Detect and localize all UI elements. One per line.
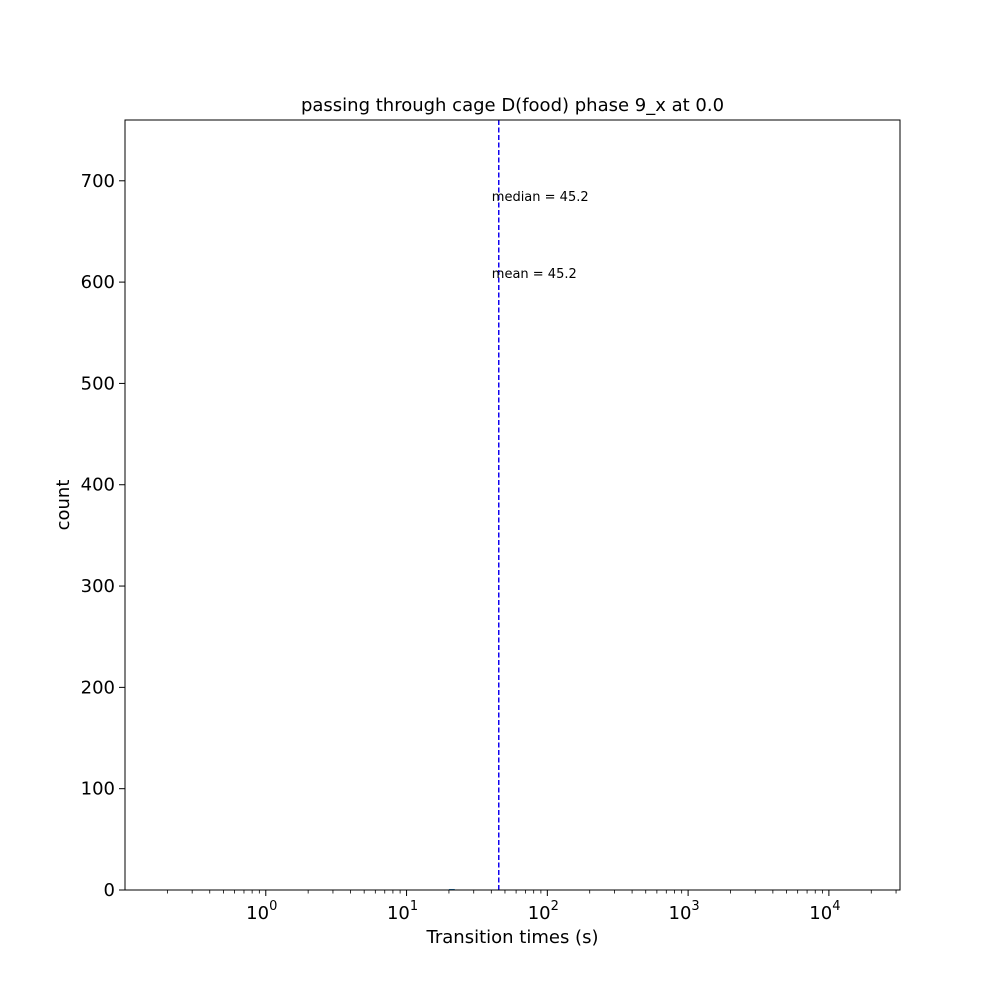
y-tick-label-2: 200 <box>81 677 115 698</box>
plot-frame <box>124 119 901 891</box>
y-tick-label-7: 700 <box>81 171 115 192</box>
annotation-1: mean = 45.2 <box>492 267 577 282</box>
y-axis-title: count <box>53 480 74 531</box>
x-tick-label-4: 104 <box>809 899 840 924</box>
y-tick-label-3: 300 <box>81 576 115 597</box>
y-tick-label-0: 0 <box>104 880 115 901</box>
annotation-0: median = 45.2 <box>492 190 589 205</box>
x-tick-label-1: 101 <box>387 899 418 924</box>
y-tick-label-5: 500 <box>81 373 115 394</box>
chart-title: passing through cage D(food) phase 9_x a… <box>301 95 724 116</box>
x-tick-label-2: 102 <box>528 899 559 924</box>
x-tick-label-0: 100 <box>246 899 277 924</box>
y-tick-label-4: 400 <box>81 475 115 496</box>
histogram-bar-0 <box>448 888 455 890</box>
x-tick-label-3: 103 <box>669 899 700 924</box>
y-tick-label-6: 600 <box>81 272 115 293</box>
x-axis-title: Transition times (s) <box>426 927 599 948</box>
y-tick-label-1: 100 <box>81 779 115 800</box>
plot-area: 100 101 102 103 104 0 100 200 300 400 500 600 700 med… <box>81 120 897 924</box>
